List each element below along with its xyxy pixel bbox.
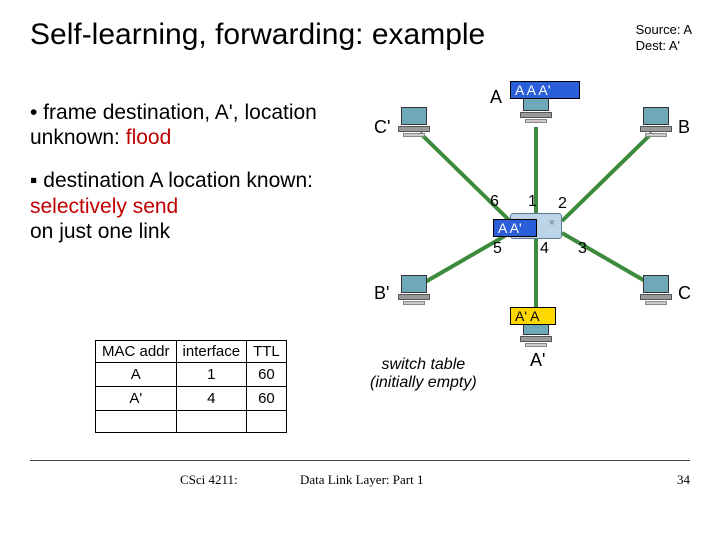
cell: 4 [176, 387, 247, 411]
bullet-2-prefix: ▪ destination A location known: [30, 169, 313, 192]
label-bprime: B' [374, 283, 389, 304]
footer-course: CSci 4211: [180, 472, 238, 488]
computer-b [638, 107, 674, 137]
slide-title: Self-learning, forwarding: example [30, 18, 485, 52]
th-interface: interface [176, 341, 247, 363]
th-mac: MAC addr [96, 341, 177, 363]
cell: A [96, 363, 177, 387]
footer-divider [30, 460, 690, 461]
frame-bottom: A' A [510, 307, 556, 325]
label-cprime: C' [374, 117, 390, 138]
bullet-2-suffix: on just one link [30, 220, 170, 243]
label-aprime: A' [530, 350, 545, 371]
label-a: A [490, 87, 502, 108]
port-1: 1 [528, 193, 537, 211]
table-row-empty [96, 411, 287, 433]
switch-table-label: switch table (initially empty) [370, 356, 477, 392]
cell: 60 [247, 363, 287, 387]
cell: A' [96, 387, 177, 411]
source-dest-label: Source: A Dest: A' [636, 22, 692, 54]
th-ttl: TTL [247, 341, 287, 363]
label-c: C [678, 283, 691, 304]
label-b: B [678, 117, 690, 138]
switch-table-line1: switch table [370, 356, 477, 374]
bullet-2-action: selectively send [30, 195, 178, 218]
mac-table: MAC addr interface TTL A 1 60 A' 4 60 [95, 340, 287, 433]
footer-topic: Data Link Layer: Part 1 [300, 472, 423, 488]
bullet-1-text: • frame destination, A', location unknow… [30, 101, 317, 149]
bullet-list: • frame destination, A', location unknow… [30, 100, 350, 244]
port-5: 5 [493, 240, 502, 258]
network-diagram: A B C A' B' C' 1 2 3 4 5 6 A A A' A A' A… [380, 85, 700, 365]
frame-mid: A A' [493, 219, 537, 237]
computer-c [638, 275, 674, 305]
port-2: 2 [558, 195, 567, 213]
footer-page: 34 [677, 472, 690, 488]
port-3: 3 [578, 240, 587, 258]
computer-cprime [396, 107, 432, 137]
frame-top: A A A' [510, 81, 580, 99]
dest-line: Dest: A' [636, 38, 692, 54]
table-row: A' 4 60 [96, 387, 287, 411]
cell: 60 [247, 387, 287, 411]
source-line: Source: A [636, 22, 692, 38]
port-4: 4 [540, 240, 549, 258]
cell: 1 [176, 363, 247, 387]
computer-bprime [396, 275, 432, 305]
bullet-1-action: flood [126, 126, 172, 149]
switch-table-line2: (initially empty) [370, 374, 477, 392]
port-6: 6 [490, 193, 499, 211]
bullet-2: ▪ destination A location known: selectiv… [30, 168, 350, 244]
table-header-row: MAC addr interface TTL [96, 341, 287, 363]
table-row: A 1 60 [96, 363, 287, 387]
bullet-1: • frame destination, A', location unknow… [30, 100, 350, 150]
